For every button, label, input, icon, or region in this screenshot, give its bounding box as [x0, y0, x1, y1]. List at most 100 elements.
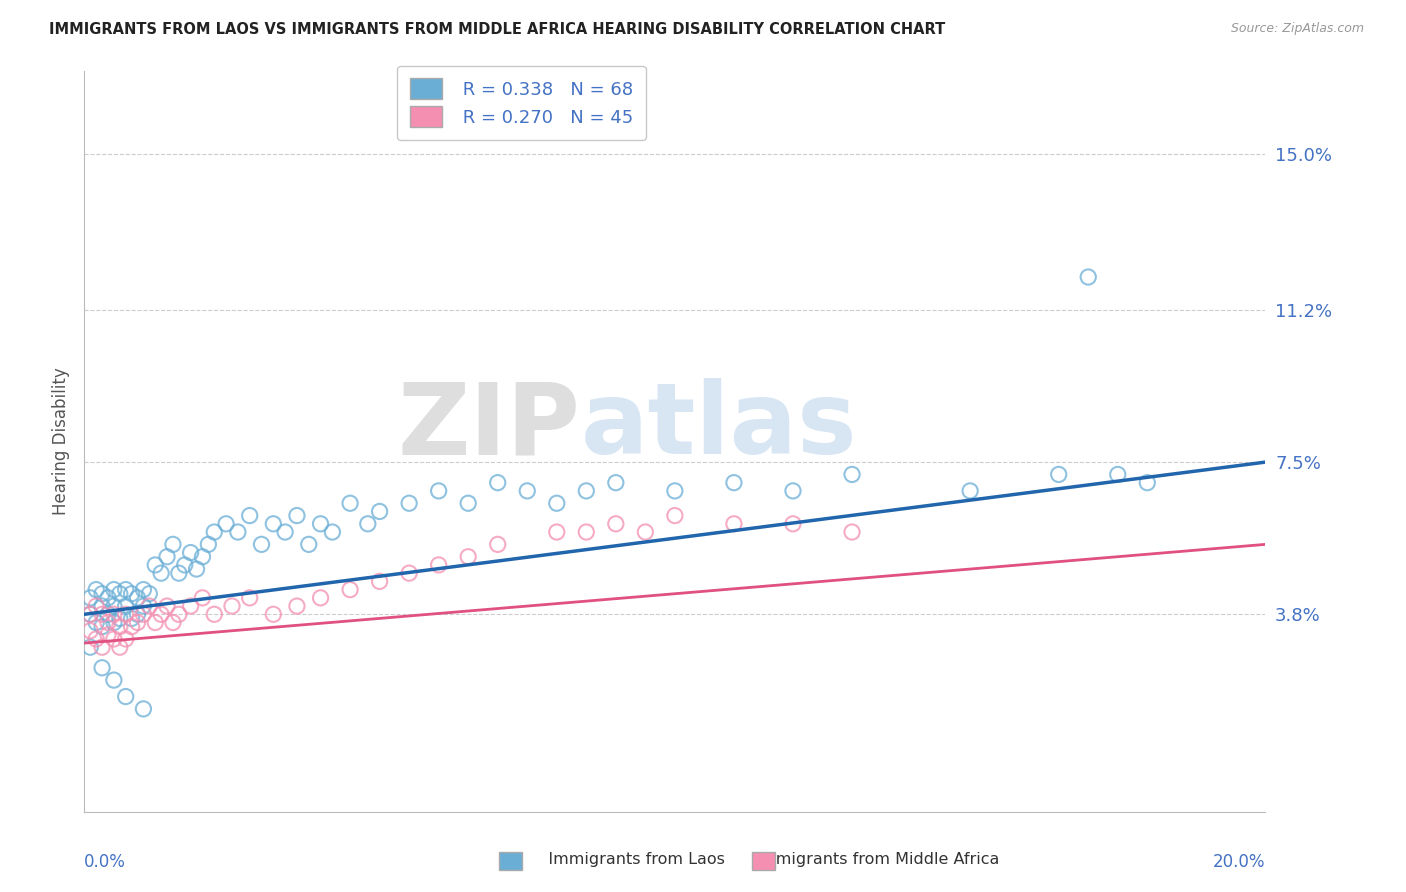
Point: [782, 483, 804, 498]
Text: Immigrants from Laos: Immigrants from Laos: [533, 853, 725, 867]
Point: [162, 615, 184, 630]
Point: [79, 640, 101, 655]
Point: [285, 599, 308, 613]
Point: [309, 591, 332, 605]
Text: 0.0%: 0.0%: [84, 854, 127, 871]
Point: [321, 524, 343, 539]
Point: [97, 607, 120, 622]
Point: [634, 524, 657, 539]
Point: [132, 582, 155, 597]
Point: [103, 615, 125, 630]
Text: Immigrants from Middle Africa: Immigrants from Middle Africa: [740, 853, 1000, 867]
Point: [357, 516, 380, 531]
Text: ZIP: ZIP: [398, 378, 581, 475]
Point: [575, 483, 598, 498]
Point: [398, 566, 420, 581]
Point: [114, 690, 136, 704]
Point: [108, 611, 131, 625]
Point: [427, 483, 450, 498]
Point: [339, 582, 361, 597]
Point: [121, 611, 143, 625]
Point: [156, 549, 179, 564]
Point: [186, 562, 208, 576]
Point: [368, 574, 391, 589]
Point: [84, 582, 107, 597]
Point: [486, 475, 509, 490]
Point: [398, 496, 420, 510]
Point: [605, 516, 627, 531]
Text: IMMIGRANTS FROM LAOS VS IMMIGRANTS FROM MIDDLE AFRICA HEARING DISABILITY CORRELA: IMMIGRANTS FROM LAOS VS IMMIGRANTS FROM …: [49, 22, 945, 37]
Point: [127, 615, 149, 630]
Point: [121, 587, 143, 601]
Point: [127, 607, 149, 622]
Point: [457, 496, 479, 510]
Point: [138, 599, 160, 613]
Point: [191, 549, 214, 564]
Point: [1136, 475, 1159, 490]
Point: [127, 591, 149, 605]
Point: [84, 599, 107, 613]
Point: [162, 537, 184, 551]
Point: [91, 607, 114, 622]
Point: [114, 599, 136, 613]
Point: [84, 615, 107, 630]
Point: [114, 632, 136, 646]
Point: [91, 640, 114, 655]
Point: [167, 566, 190, 581]
Point: [782, 516, 804, 531]
Text: 20.0%: 20.0%: [1213, 854, 1265, 871]
Point: [1077, 270, 1099, 285]
Point: [262, 607, 284, 622]
Point: [221, 599, 243, 613]
Point: [274, 524, 297, 539]
Point: [138, 587, 160, 601]
Point: [197, 537, 219, 551]
Point: [114, 607, 136, 622]
Point: [180, 599, 202, 613]
Point: [143, 558, 166, 572]
Text: Source: ZipAtlas.com: Source: ZipAtlas.com: [1230, 22, 1364, 36]
Point: [97, 628, 120, 642]
Y-axis label: Hearing Disability: Hearing Disability: [52, 368, 70, 516]
Point: [79, 624, 101, 638]
Point: [1107, 467, 1129, 482]
Point: [108, 640, 131, 655]
Point: [959, 483, 981, 498]
Point: [262, 516, 284, 531]
Point: [298, 537, 321, 551]
Point: [132, 599, 155, 613]
Point: [239, 508, 262, 523]
Point: [103, 582, 125, 597]
Point: [103, 632, 125, 646]
Point: [121, 620, 143, 634]
Point: [132, 702, 155, 716]
Point: [546, 524, 568, 539]
Point: [841, 467, 863, 482]
Point: [239, 591, 262, 605]
Point: [191, 591, 214, 605]
Point: [91, 661, 114, 675]
Text: atlas: atlas: [581, 378, 858, 475]
Point: [79, 607, 101, 622]
Point: [108, 587, 131, 601]
Point: [97, 591, 120, 605]
Point: [723, 475, 745, 490]
Point: [516, 483, 538, 498]
Point: [97, 615, 120, 630]
Point: [91, 587, 114, 601]
Point: [114, 582, 136, 597]
Point: [91, 599, 114, 613]
Point: [1047, 467, 1070, 482]
Point: [79, 591, 101, 605]
Point: [427, 558, 450, 572]
Point: [143, 615, 166, 630]
Point: [575, 524, 598, 539]
Point: [91, 620, 114, 634]
Point: [339, 496, 361, 510]
Point: [841, 524, 863, 539]
Point: [103, 673, 125, 687]
Point: [664, 483, 686, 498]
Point: [546, 496, 568, 510]
Point: [167, 607, 190, 622]
Point: [457, 549, 479, 564]
